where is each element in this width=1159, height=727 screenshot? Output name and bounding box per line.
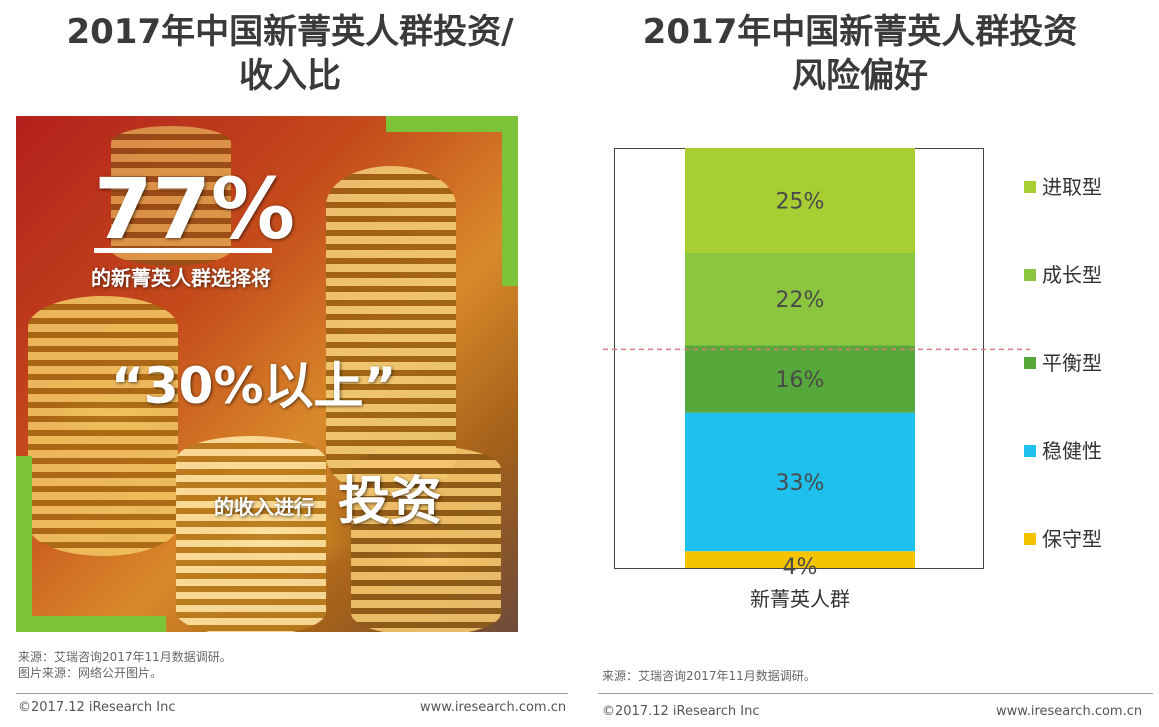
legend-label: 成长型: [1042, 263, 1102, 287]
coin-stack: [176, 436, 326, 632]
overlay-text-emphasis: 投资: [338, 472, 443, 532]
coin-stack: [326, 166, 456, 496]
left-chart-title: 2017年中国新菁英人群投资/ 收入比: [20, 10, 560, 98]
green-corner-accent: [386, 116, 518, 132]
data-label: 22%: [776, 288, 825, 313]
coin-stack: [111, 126, 231, 266]
coin-stack: [351, 446, 501, 632]
legend-swatch: [1024, 533, 1036, 545]
left-image-source: 图片来源：网络公开图片。: [18, 666, 163, 680]
overlay-quote: “30%以上”: [111, 357, 397, 415]
underline: [94, 248, 272, 253]
right-chart-title: 2017年中国新菁英人群投资 风险偏好: [600, 10, 1120, 98]
legend-label: 保守型: [1042, 527, 1102, 551]
category-label: 新菁英人群: [750, 587, 850, 611]
right-footer-copyright: ©2017.12 iResearch Inc: [602, 704, 760, 719]
left-footer-copyright: ©2017.12 iResearch Inc: [18, 700, 176, 715]
footer-divider: [16, 693, 568, 694]
right-footer-url: www.iresearch.com.cn: [996, 704, 1143, 719]
data-label: 4%: [783, 555, 818, 580]
left-title-line2: 收入比: [239, 56, 341, 96]
bar-segment-1: [685, 412, 915, 552]
big-percentage: 77%: [94, 160, 296, 258]
legend-label: 稳健性: [1042, 439, 1102, 463]
green-corner-accent: [16, 456, 32, 632]
bar-segment-0: [685, 551, 915, 568]
right-title-line1: 2017年中国新菁英人群投资: [642, 12, 1078, 52]
legend-swatch: [1024, 357, 1036, 369]
data-label: 25%: [776, 190, 825, 215]
legend-swatch: [1024, 445, 1036, 457]
overlay-text-line3: 的收入进行: [214, 495, 314, 519]
data-label: 16%: [776, 368, 825, 393]
bar-segment-2: [685, 345, 915, 413]
legend-swatch: [1024, 181, 1036, 193]
legend-swatch: [1024, 269, 1036, 281]
left-footer-url: www.iresearch.com.cn: [420, 700, 567, 715]
data-label: 33%: [776, 471, 825, 496]
coins-photo: 77% 的新菁英人群选择将 “30%以上” 的收入进行 投资: [16, 116, 518, 632]
green-corner-accent: [16, 616, 166, 632]
legend-label: 平衡型: [1042, 351, 1102, 375]
legend-label: 进取型: [1042, 175, 1102, 199]
footer-divider: [598, 693, 1153, 694]
bar-segment-3: [685, 253, 915, 346]
left-source: 来源：艾瑞咨询2017年11月数据调研。: [18, 650, 232, 664]
overlay-text-line1: 的新菁英人群选择将: [91, 266, 271, 290]
coin-stack: [28, 296, 178, 556]
right-source: 来源：艾瑞咨询2017年11月数据调研。: [602, 669, 816, 683]
right-title-line2: 风险偏好: [792, 56, 928, 96]
green-corner-accent: [502, 116, 518, 286]
left-title-line1: 2017年中国新菁英人群投资/: [66, 12, 514, 52]
bar-segment-4: [685, 148, 915, 253]
